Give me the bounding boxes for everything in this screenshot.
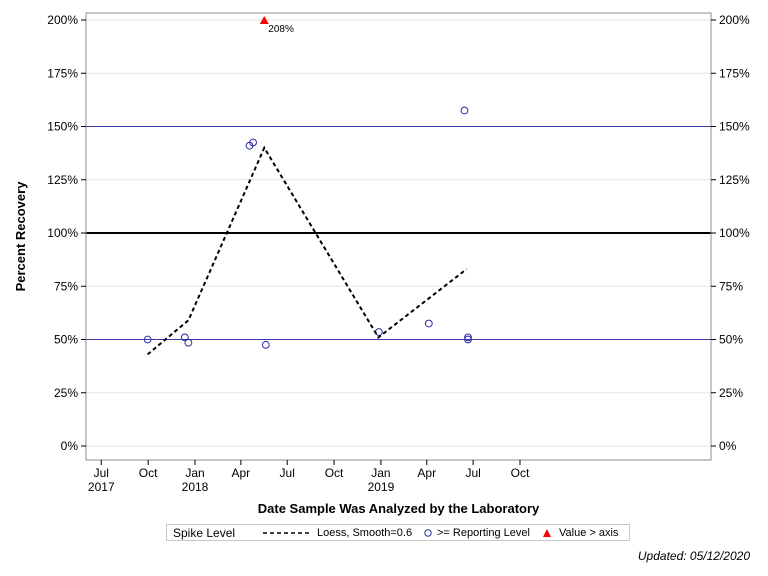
value-above-axis-marker [259, 16, 269, 24]
y-tick-label-right: 100% [719, 226, 750, 240]
y-tick-label-right: 150% [719, 120, 750, 134]
legend-circle-symbol [424, 529, 432, 537]
updated-footnote: Updated: 05/12/2020 [637, 549, 750, 563]
data-point [374, 328, 383, 336]
y-tick-label-right: 175% [719, 66, 750, 80]
data-point [464, 333, 472, 342]
x-tick-label: Jan [371, 466, 390, 480]
y-axis-title: Percent Recovery [13, 181, 28, 292]
x-tick-label: Oct [139, 466, 158, 480]
legend-loess-symbol [263, 532, 309, 534]
data-point [249, 138, 257, 147]
y-tick-label-right: 125% [719, 173, 750, 187]
y-tick-label: 175% [47, 66, 78, 80]
y-tick-label-right: 50% [719, 333, 743, 347]
legend: Spike Level Loess, Smooth=0.6 >= Reporti… [166, 524, 630, 541]
legend-loess-label: Loess, Smooth=0.6 [317, 527, 413, 539]
x-tick-label: Jul [280, 466, 295, 480]
data-point [424, 319, 433, 328]
y-tick-label: 125% [47, 173, 78, 187]
y-tick-label-right: 0% [719, 439, 737, 453]
data-point [184, 338, 193, 347]
x-tick-label: Oct [325, 466, 344, 480]
y-tick-label: 100% [47, 226, 78, 240]
series-layer: 208% [143, 16, 472, 356]
data-point [460, 106, 469, 115]
loess-line [146, 145, 468, 356]
y-tick-label: 50% [54, 333, 78, 347]
x-tick-year-label: 2019 [368, 480, 395, 494]
data-point [261, 340, 270, 349]
y-tick-label: 25% [54, 386, 78, 400]
x-tick-label: Apr [417, 466, 436, 480]
y-tick-label-right: 25% [719, 386, 743, 400]
y-axis-right: 0% 25% 50% 75% 100% 125% 150% 175% 200% [711, 13, 750, 453]
value-above-axis-label: 208% [268, 24, 294, 35]
legend-triangle-symbol [543, 529, 551, 537]
y-tick-label: 0% [61, 439, 79, 453]
x-tick-label: Apr [232, 466, 251, 480]
reference-lines [86, 126, 711, 340]
x-tick-year-label: 2018 [182, 480, 209, 494]
legend-title: Spike Level [173, 526, 236, 540]
x-tick-label: Jan [185, 466, 204, 480]
x-tick-label: Oct [511, 466, 530, 480]
y-tick-label-right: 200% [719, 13, 750, 27]
x-axis-title: Date Sample Was Analyzed by the Laborato… [258, 501, 540, 516]
y-axis-left: 0% 25% 50% 75% 100% 125% 150% 175% 200% [47, 13, 86, 453]
data-point [464, 335, 472, 344]
x-tick-label: Jul [94, 466, 109, 480]
y-tick-label: 200% [47, 13, 78, 27]
data-point [180, 333, 189, 342]
legend-reporting-level-label: >= Reporting Level [437, 527, 530, 539]
plot-frame [85, 12, 712, 461]
x-tick-year-label: 2017 [88, 480, 115, 494]
x-tick-label: Jul [465, 466, 480, 480]
y-tick-label-right: 75% [719, 279, 743, 293]
data-point [143, 335, 152, 344]
y-tick-label: 75% [54, 279, 78, 293]
y-tick-label: 150% [47, 120, 78, 134]
legend-value-above-axis-label: Value > axis [559, 527, 619, 539]
